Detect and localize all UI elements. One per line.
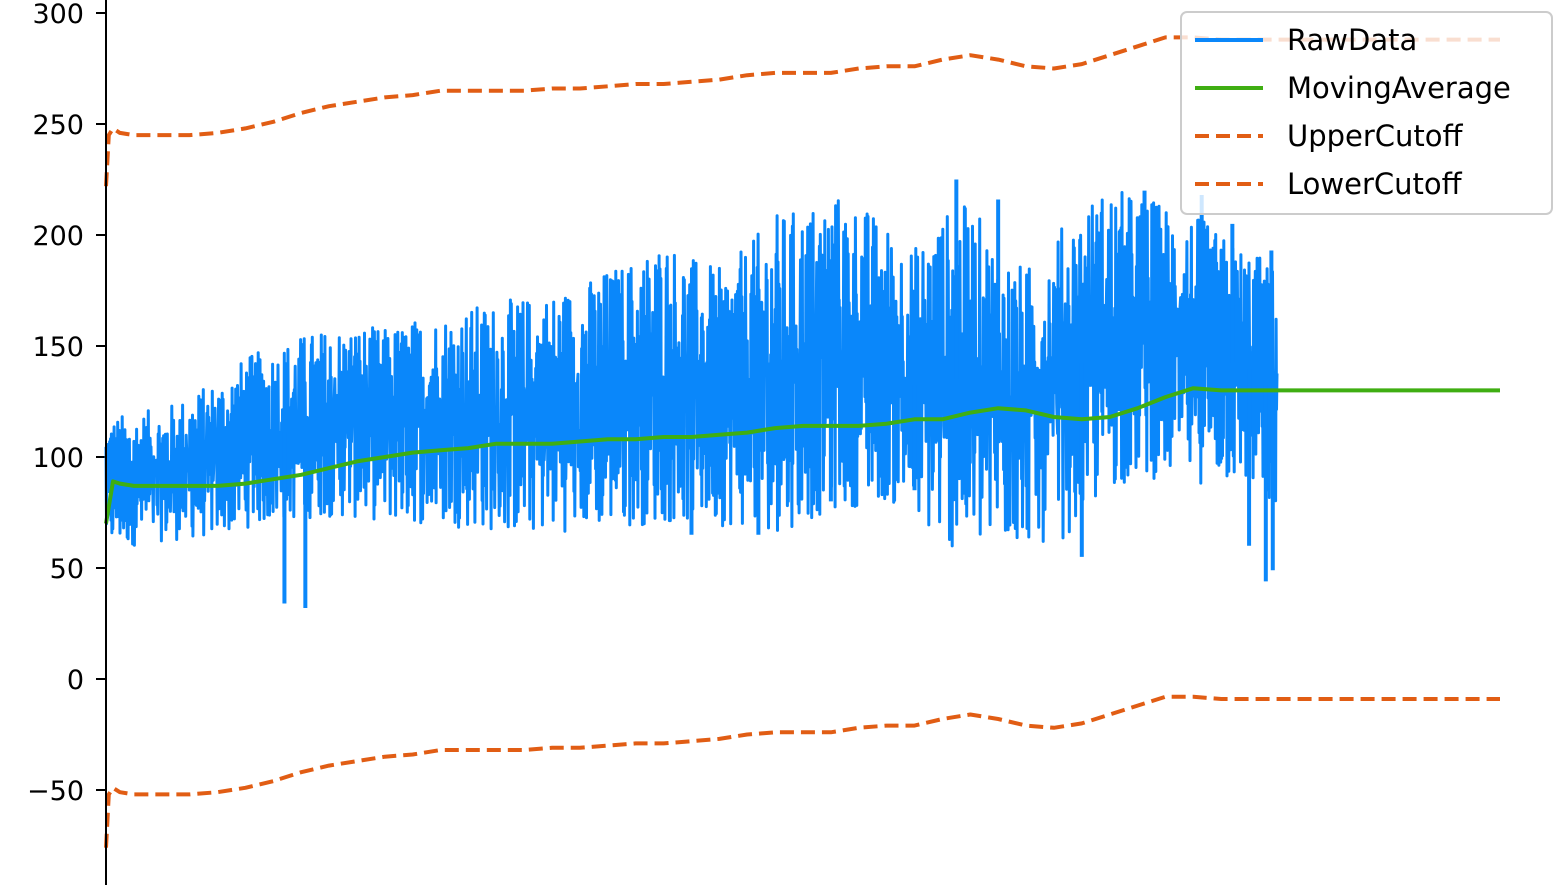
legend-label-rawdata: RawData bbox=[1287, 23, 1417, 57]
legend-label-uppercutoff: UpperCutoff bbox=[1287, 119, 1464, 153]
y-axis-ticks: 300 250 200 150 100 50 0 −50 bbox=[27, 0, 106, 807]
y-tick-label: −50 bbox=[27, 776, 84, 807]
legend-box bbox=[1180, 11, 1553, 215]
legend-label-movingaverage: MovingAverage bbox=[1287, 71, 1511, 105]
y-tick-label: 150 bbox=[32, 332, 84, 363]
plot-area bbox=[104, 35, 1500, 848]
legend: RawData MovingAverage UpperCutoff LowerC… bbox=[1180, 11, 1553, 215]
series-movingaverage-line bbox=[104, 386, 1500, 524]
series-lowercutoff-line bbox=[104, 694, 1500, 848]
y-tick-label: 50 bbox=[50, 554, 84, 585]
y-tick-label: 100 bbox=[32, 443, 84, 474]
y-tick-label: 0 bbox=[67, 665, 84, 696]
legend-label-lowercutoff: LowerCutoff bbox=[1287, 167, 1463, 201]
y-tick-label: 200 bbox=[32, 221, 84, 252]
y-tick-label: 300 bbox=[32, 0, 84, 30]
y-tick-label: 250 bbox=[32, 110, 84, 141]
series-uppercutoff-line bbox=[104, 35, 1500, 187]
